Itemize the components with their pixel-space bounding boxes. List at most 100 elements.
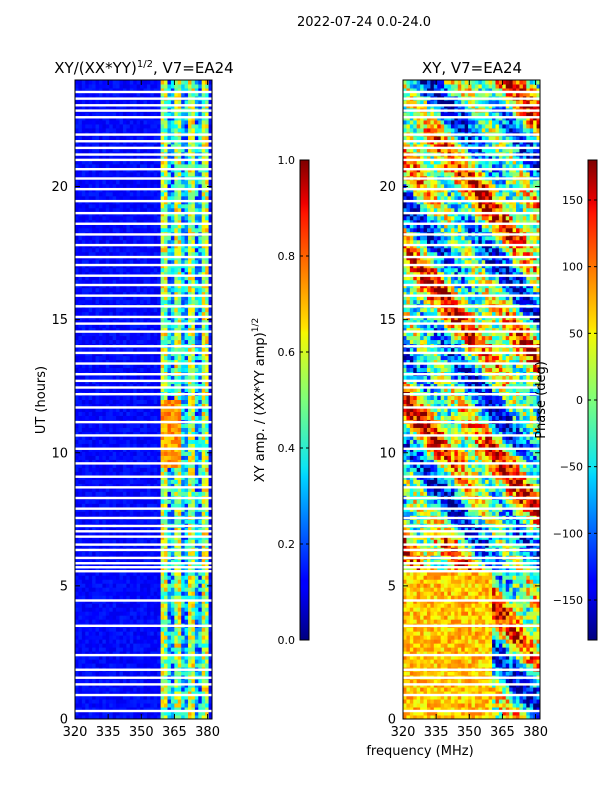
amplitude-cell [109, 483, 114, 488]
amplitude-cell [164, 431, 168, 436]
amplitude-cell [129, 271, 134, 277]
amplitude-cell [174, 299, 179, 305]
amplitude-cell [164, 311, 168, 317]
amplitude-cell [116, 647, 121, 652]
amplitude-cell [109, 271, 114, 277]
amplitude-cell [75, 603, 79, 608]
amplitude-cell [201, 487, 206, 492]
amplitude-cell [119, 407, 124, 412]
amplitude-cell [85, 327, 90, 333]
amplitude-cell [119, 571, 124, 576]
amplitude-cell [191, 235, 196, 241]
amplitude-cell [208, 707, 212, 712]
amplitude-cell [188, 575, 192, 580]
amplitude-cell [164, 519, 168, 524]
amplitude-cell [136, 691, 141, 696]
amplitude-cell [208, 347, 212, 353]
amplitude-cell [177, 551, 182, 556]
amplitude-cell [85, 403, 90, 408]
amplitude-cell [170, 407, 175, 412]
amplitude-cell [133, 415, 138, 420]
amplitude-cell [188, 467, 192, 472]
amplitude-cell [170, 479, 175, 484]
amplitude-cell [119, 643, 124, 648]
amplitude-cell [181, 631, 186, 636]
amplitude-cell [88, 607, 93, 612]
amplitude-cell [129, 563, 134, 568]
amplitude-cell [184, 607, 189, 612]
amplitude-cell [167, 347, 172, 353]
amplitude-cell [85, 275, 90, 281]
amplitude-cell [208, 627, 212, 632]
amplitude-cell [75, 567, 79, 572]
amplitude-cell [98, 691, 103, 696]
amplitude-cell [201, 415, 206, 420]
amplitude-cell [78, 359, 83, 365]
amplitude-cell [194, 403, 199, 408]
amplitude-cell [122, 575, 127, 580]
amplitude-cell [78, 483, 83, 488]
amplitude-cell [150, 695, 155, 700]
amplitude-cell [184, 695, 189, 700]
amplitude-cell [157, 415, 162, 420]
amplitude-cell [188, 279, 192, 285]
amplitude-cell [143, 359, 148, 365]
amplitude-cell [181, 479, 186, 484]
amplitude-cell [170, 307, 175, 313]
amplitude-cell [167, 579, 172, 584]
amplitude-cell [112, 619, 117, 624]
amplitude-cell [188, 707, 192, 712]
amplitude-cell [170, 375, 175, 381]
amplitude-cell [201, 239, 206, 245]
amplitude-cell [150, 671, 155, 676]
amplitude-cell [133, 575, 138, 580]
amplitude-cell [129, 459, 134, 464]
amplitude-cell [167, 595, 172, 600]
amplitude-cell [116, 455, 121, 460]
amplitude-cell [143, 355, 148, 361]
amplitude-cell [208, 227, 212, 233]
amplitude-cell [129, 427, 134, 432]
amplitude-cell [119, 355, 124, 361]
amplitude-cell [208, 359, 212, 365]
amplitude-cell [174, 707, 179, 712]
amplitude-cell [184, 411, 189, 416]
amplitude-cell [160, 703, 165, 708]
amplitude-cell [92, 275, 97, 281]
amplitude-cell [129, 651, 134, 656]
amplitude-cell [109, 335, 114, 341]
amplitude-cell [140, 659, 144, 664]
amplitude-cell [92, 503, 97, 508]
amplitude-cell [160, 551, 165, 556]
amplitude-cell [105, 551, 110, 556]
amplitude-cell [201, 499, 206, 504]
amplitude-cell [181, 627, 186, 632]
amplitude-cell [167, 455, 172, 460]
amplitude-cell [98, 711, 103, 716]
amplitude-cell [116, 323, 121, 329]
amplitude-cell [119, 219, 124, 225]
amplitude-cell [160, 451, 165, 456]
amplitude-cell [126, 279, 131, 285]
amplitude-cell [184, 531, 189, 536]
amplitude-cell [188, 663, 192, 668]
amplitude-cell [109, 443, 114, 448]
amplitude-cell [188, 295, 192, 301]
amplitude-cell [208, 711, 212, 716]
amplitude-cell [160, 291, 165, 297]
amplitude-cell [143, 235, 148, 241]
amplitude-cell [170, 435, 175, 440]
amplitude-cell [184, 707, 189, 712]
amplitude-cell [198, 663, 203, 668]
amplitude-cell [122, 491, 127, 496]
amplitude-cell [157, 407, 162, 412]
amplitude-cell [95, 295, 100, 301]
amplitude-cell [184, 467, 189, 472]
amplitude-cell [184, 403, 189, 408]
amplitude-cell [174, 607, 179, 612]
amplitude-cell [98, 251, 103, 257]
amplitude-cell [98, 559, 103, 564]
amplitude-cell [88, 699, 93, 704]
amplitude-cell [81, 655, 86, 660]
amplitude-cell [119, 247, 124, 253]
